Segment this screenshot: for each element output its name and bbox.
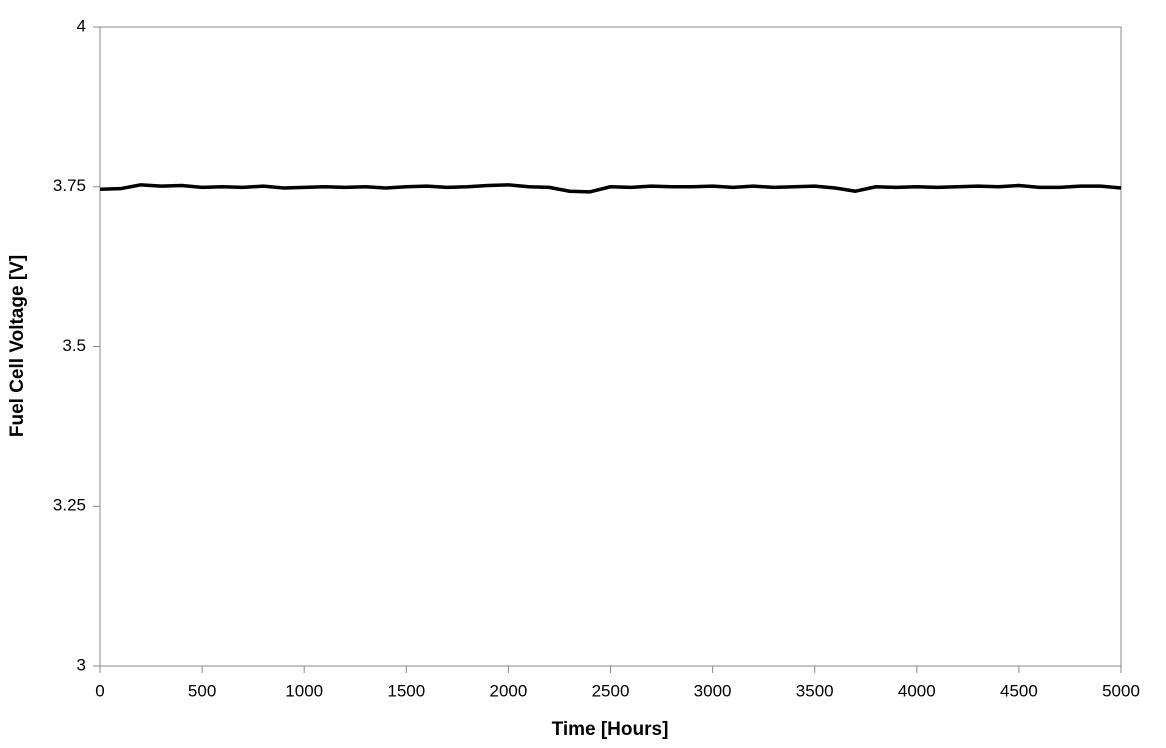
x-tick-label: 4000 <box>898 681 936 700</box>
x-tick-label: 1500 <box>387 681 425 700</box>
x-tick-label: 5000 <box>1102 681 1140 700</box>
y-tick-label: 4 <box>77 16 86 35</box>
y-tick-label: 3.5 <box>62 336 86 355</box>
y-axis-title: Fuel Cell Voltage [V] <box>7 255 28 437</box>
y-tick-label: 3.75 <box>53 176 86 195</box>
y-tick-label: 3.25 <box>53 496 86 515</box>
x-tick-label: 3500 <box>796 681 834 700</box>
x-axis-title: Time [Hours] <box>552 719 669 740</box>
x-tick-label: 1000 <box>285 681 323 700</box>
x-tick-label: 500 <box>188 681 216 700</box>
x-tick-label: 2500 <box>592 681 630 700</box>
x-tick-label: 3000 <box>694 681 732 700</box>
x-tick-label: 2000 <box>489 681 527 700</box>
plot-frame <box>99 26 1122 667</box>
y-tick-label: 3 <box>77 655 86 674</box>
data-line <box>99 183 1122 194</box>
x-tick-label: 4500 <box>1000 681 1038 700</box>
x-tick-label: 0 <box>95 681 104 700</box>
